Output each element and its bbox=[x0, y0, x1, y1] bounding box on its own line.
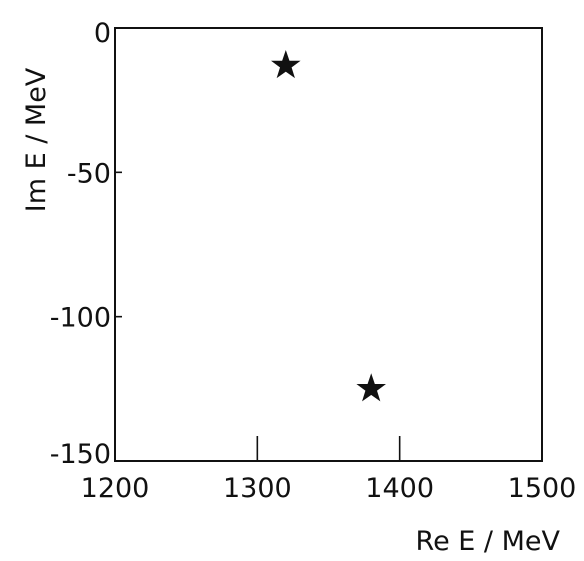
x-tick-label: 1200 bbox=[81, 473, 150, 504]
y-tick-label: -50 bbox=[67, 158, 111, 189]
x-ticks-group bbox=[256, 436, 401, 461]
y-tick-labels-group: 0 -50 -100 -150 bbox=[50, 18, 111, 470]
star-data-point bbox=[271, 49, 301, 79]
y-axis-label: Im E / MeV bbox=[21, 67, 52, 212]
x-tick-label: 1400 bbox=[365, 473, 434, 504]
x-tick-labels-group: 1200 1300 1400 1500 bbox=[81, 473, 577, 504]
x-axis-label: Re E / MeV bbox=[416, 526, 561, 557]
x-tick-label: 1500 bbox=[508, 473, 577, 504]
plot-frame bbox=[114, 27, 543, 462]
y-tick-label: 0 bbox=[94, 18, 111, 49]
x-tick-label: 1300 bbox=[223, 473, 292, 504]
y-tick-label: -100 bbox=[50, 303, 111, 334]
star-data-point bbox=[356, 373, 386, 402]
y-ticks-group bbox=[115, 171, 122, 318]
y-tick-label: -150 bbox=[50, 439, 111, 470]
data-points-group bbox=[271, 49, 386, 402]
